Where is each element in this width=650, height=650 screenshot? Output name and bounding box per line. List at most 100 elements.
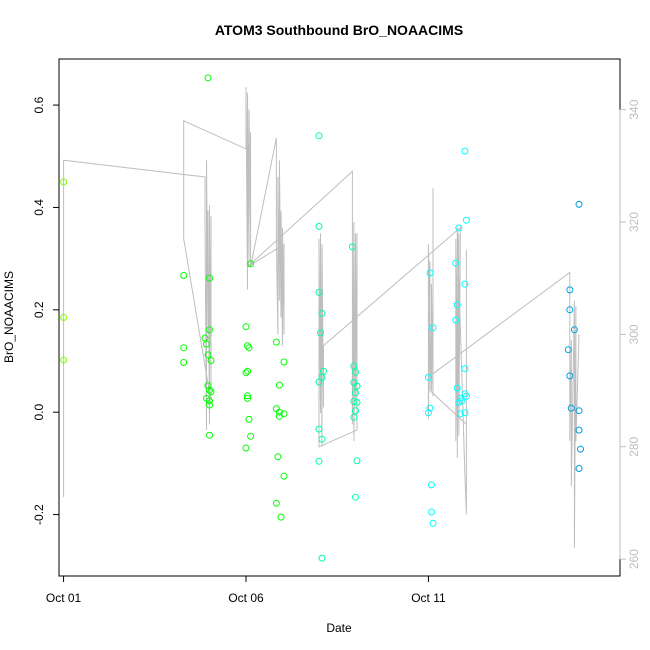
data-point	[453, 384, 461, 392]
x-tick-label: Oct 01	[46, 591, 82, 605]
data-point	[206, 326, 213, 334]
x-tick-label: Oct 11	[411, 591, 446, 605]
data-point	[275, 381, 283, 389]
data-point	[352, 407, 359, 415]
data-point	[315, 457, 323, 465]
data-point	[452, 259, 460, 267]
data-point	[242, 444, 250, 452]
data-point	[204, 382, 212, 390]
data-point	[353, 382, 361, 390]
data-point	[318, 309, 326, 317]
data-point	[320, 367, 327, 375]
data-point	[180, 272, 188, 279]
data-point	[247, 260, 255, 268]
y-right-tick-label: 260	[627, 549, 641, 569]
data-point	[180, 359, 188, 366]
data-point	[575, 407, 583, 415]
data-point	[426, 269, 434, 277]
data-point	[244, 367, 251, 375]
data-point	[206, 386, 213, 394]
data-point	[315, 222, 323, 230]
data-point	[352, 493, 359, 501]
plot-frame	[58, 58, 621, 577]
data-point	[315, 425, 323, 433]
data-point	[456, 410, 464, 418]
data-point	[350, 397, 358, 405]
data-point	[206, 401, 213, 409]
data-point	[206, 397, 213, 405]
x-axis-title: Date	[326, 621, 352, 635]
y-tick-label: 0.4	[32, 199, 46, 216]
data-point	[318, 554, 326, 562]
data-point	[274, 453, 282, 461]
data-point	[352, 389, 359, 397]
data-point	[350, 362, 358, 370]
data-point	[206, 274, 213, 282]
series-1	[180, 74, 288, 521]
data-point	[277, 513, 285, 521]
data-point	[461, 365, 469, 373]
data-point	[566, 286, 574, 294]
data-point	[428, 508, 435, 516]
data-point	[426, 404, 434, 412]
series-2	[315, 132, 361, 562]
y-tick-label: 0.6	[32, 96, 46, 113]
chart-title: ATOM3 Southbound BrO_NOAACIMS	[215, 22, 463, 38]
data-point	[204, 351, 212, 359]
data-point	[575, 200, 583, 208]
data-point	[455, 399, 463, 406]
data-point	[567, 404, 575, 412]
y-right-tick-label: 340	[627, 99, 641, 119]
y-tick-label: 0.0	[32, 404, 46, 421]
data-point	[455, 224, 463, 232]
x-axis: Oct 01 Oct 06 Oct 11	[46, 575, 446, 605]
scatter-points-layer	[60, 74, 584, 562]
data-point	[244, 394, 251, 402]
data-point	[353, 457, 361, 465]
data-point	[272, 499, 280, 507]
data-point	[245, 415, 253, 423]
y-axis-right: 260 280 300 320 340	[619, 99, 641, 569]
data-point	[280, 358, 288, 366]
data-point	[207, 357, 215, 364]
data-point	[272, 338, 280, 346]
data-point	[244, 392, 251, 400]
secondary-line	[63, 87, 580, 548]
data-point	[244, 342, 251, 350]
data-point	[461, 409, 469, 417]
data-point	[566, 306, 574, 314]
y-right-tick-label: 280	[627, 436, 641, 456]
secondary-line-layer	[63, 87, 580, 548]
y-axis-title: BrO_NOAACIMS	[2, 271, 16, 363]
data-point	[318, 435, 326, 443]
data-point	[577, 445, 584, 453]
data-point	[566, 372, 574, 380]
y-axis-left: -0.2 0.0 0.2 0.4 0.6	[32, 96, 60, 525]
y-tick-label: 0.2	[32, 301, 46, 318]
y-right-tick-label: 320	[627, 212, 641, 232]
series-4	[564, 200, 584, 472]
data-point	[275, 412, 283, 420]
data-point	[242, 369, 250, 377]
data-point	[242, 323, 250, 331]
series-3	[424, 147, 470, 527]
data-point	[60, 178, 68, 186]
y-tick-label: -0.2	[32, 504, 46, 525]
data-point	[180, 344, 188, 352]
data-point	[206, 431, 213, 439]
data-point	[60, 356, 68, 364]
data-point	[424, 409, 432, 417]
data-point	[317, 329, 324, 337]
series-0	[60, 178, 68, 364]
data-point	[245, 344, 253, 352]
data-point	[452, 316, 460, 324]
data-point	[353, 399, 361, 406]
data-point	[570, 326, 578, 334]
data-point	[203, 340, 210, 348]
data-point	[207, 388, 215, 396]
data-point	[315, 378, 323, 386]
y-right-tick-label: 300	[627, 324, 641, 344]
data-point	[461, 280, 469, 288]
data-point	[575, 465, 583, 472]
